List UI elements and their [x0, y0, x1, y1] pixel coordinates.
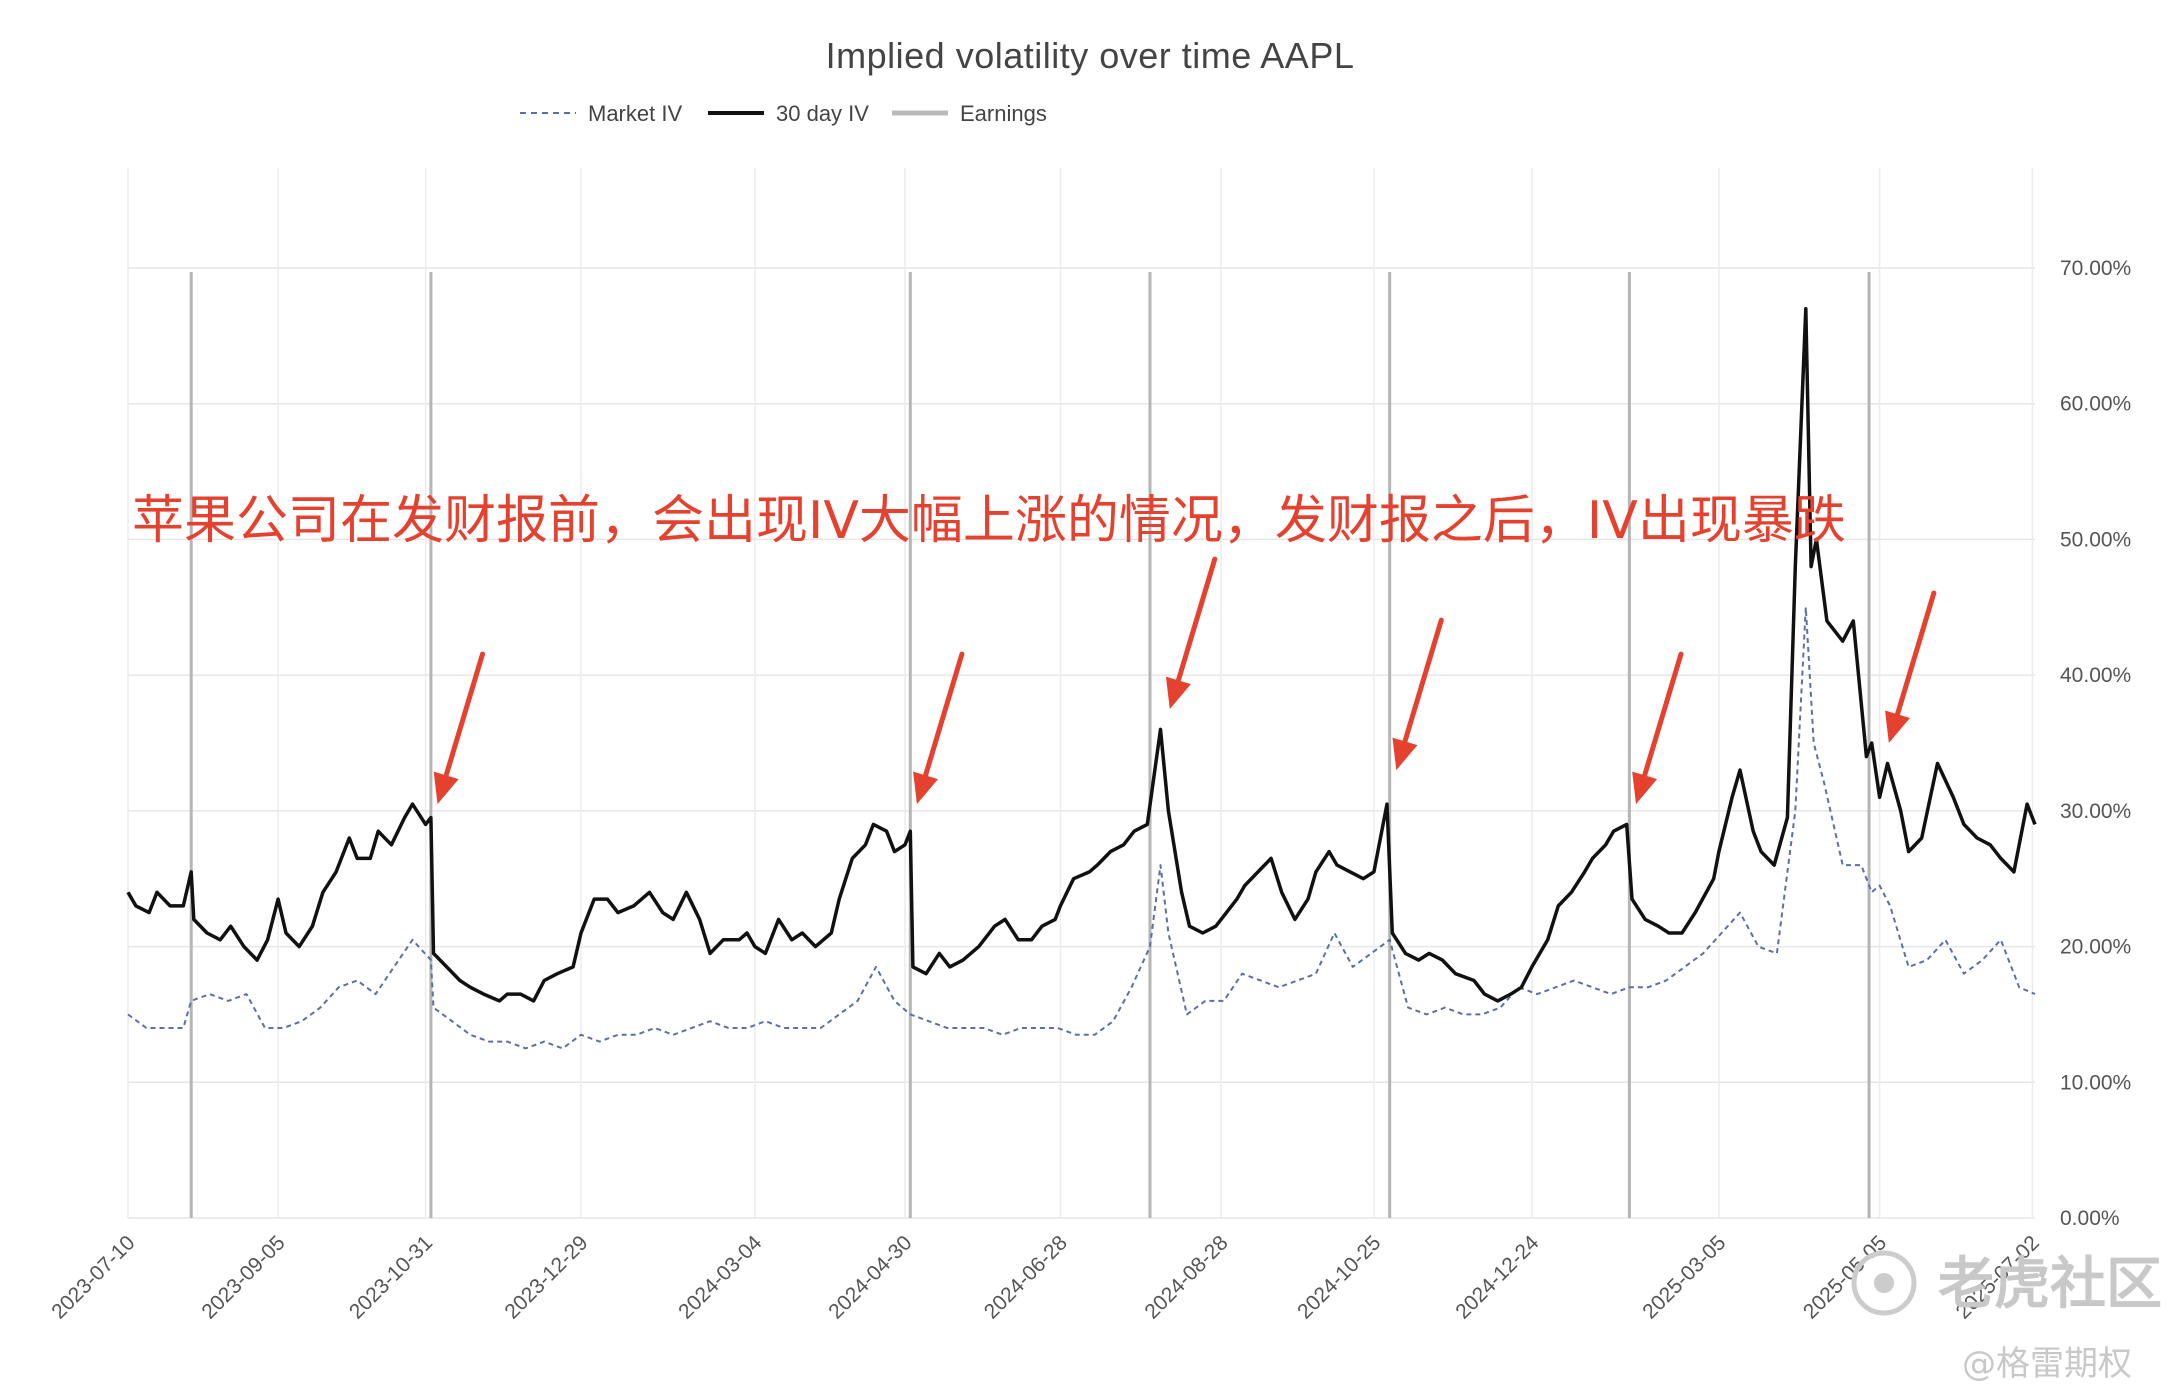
thirty-day-iv-line	[126, 306, 2037, 1003]
y-tick-label: 20.00%	[2060, 936, 2131, 959]
annotation-arrow-head	[913, 771, 938, 805]
annotation-arrow-shaft	[1642, 651, 1684, 778]
watermark-logo-dot	[1874, 1273, 1894, 1293]
annotation-arrow-shaft	[1894, 590, 1937, 717]
legend-label: Market IV	[588, 101, 682, 126]
annotation-arrow-shaft	[1402, 617, 1444, 744]
y-tick-label: 30.00%	[2060, 800, 2131, 823]
y-tick-label: 0.00%	[2060, 1207, 2120, 1230]
y-axis: 0.00% 10.00% 20.00% 30.00% 40.00% 50.00% 60.00…	[2060, 257, 2131, 1230]
y-tick-label: 50.00%	[2060, 528, 2131, 551]
y-tick-label: 60.00%	[2060, 393, 2131, 416]
watermark-text: 老虎社区	[1938, 1252, 2162, 1317]
annotation-arrow-head	[1885, 710, 1910, 743]
annotation-arrow-head	[1392, 737, 1418, 771]
chart-title: Implied volatility over time AAPL	[826, 35, 1355, 76]
y-tick-label: 70.00%	[2060, 257, 2131, 280]
watermark-logo-icon	[1851, 1250, 1917, 1316]
annotation-layer: 苹果公司在发财报前，会出现IV大幅上涨的情况，发财报之后，IV出现暴跌	[132, 491, 1846, 551]
series-layer	[126, 306, 2037, 1050]
watermark-handle: @格雷期权	[1962, 1344, 2132, 1384]
legend-label: 30 day IV	[776, 101, 869, 126]
legend-label: Earnings	[960, 101, 1047, 126]
watermark: 老虎社区 @格雷期权	[1851, 1250, 2162, 1384]
annotation-arrows	[433, 556, 1937, 805]
legend: Market IV 30 day IV Earnings	[520, 101, 1047, 126]
annotation-arrow-shaft	[923, 651, 965, 778]
annotation-arrow-shaft	[1175, 556, 1218, 683]
gridlines	[127, 168, 2035, 1219]
y-tick-label: 10.00%	[2060, 1071, 2131, 1094]
annotation-arrow-head	[1165, 676, 1191, 710]
annotation-arrow-head	[1632, 771, 1658, 805]
annotation-text: 苹果公司在发财报前，会出现IV大幅上涨的情况，发财报之后，IV出现暴跌	[132, 491, 1846, 551]
annotation-arrow-head	[433, 771, 459, 805]
annotation-arrow-shaft	[443, 651, 486, 778]
y-tick-label: 40.00%	[2060, 664, 2131, 687]
market-iv-line	[127, 606, 2036, 1050]
